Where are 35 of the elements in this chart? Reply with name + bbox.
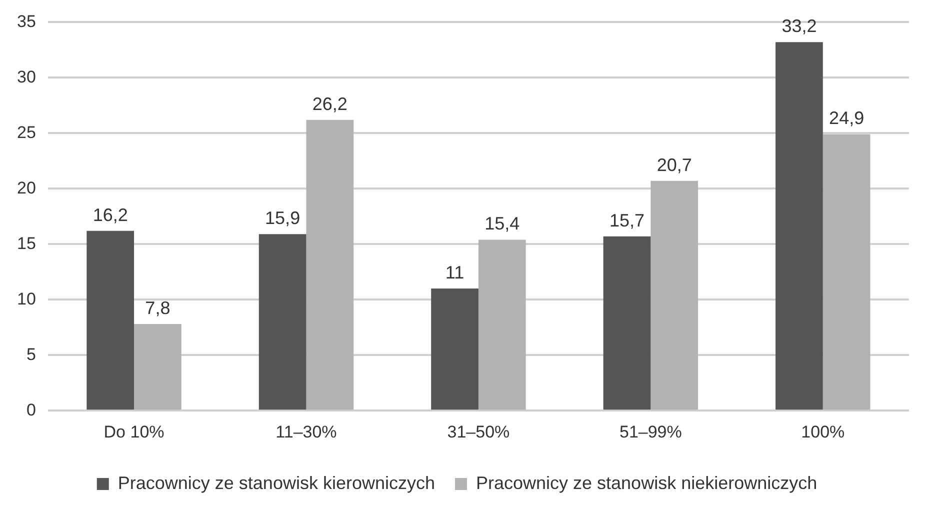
bar <box>822 134 870 410</box>
data-label: 26,2 <box>312 94 348 114</box>
data-label: 20,7 <box>656 154 692 175</box>
y-tick-label: 30 <box>16 67 36 86</box>
x-tick-label: 100% <box>801 422 845 442</box>
y-tick-label: 5 <box>26 344 36 364</box>
y-tick-label: 15 <box>16 234 36 253</box>
legend-label: Pracownicy ze stanowisk kierowniczych <box>118 472 435 493</box>
bar <box>86 230 134 410</box>
x-tick-label: Do 10% <box>104 422 164 442</box>
data-label: 33,2 <box>782 16 817 36</box>
bar <box>258 234 306 410</box>
legend-label: Pracownicy ze stanowisk niekierowniczych <box>476 472 818 493</box>
bar <box>478 240 526 410</box>
y-tick-label: 20 <box>16 178 36 198</box>
data-label: 15,4 <box>484 214 520 234</box>
y-tick-label: 25 <box>16 122 36 142</box>
x-tick-label: 11–30% <box>276 422 337 442</box>
data-label: 15,9 <box>265 208 300 228</box>
x-tick-label: 31–50% <box>447 422 510 442</box>
data-label: 16,2 <box>92 204 128 225</box>
bar <box>603 236 651 410</box>
data-label: 24,9 <box>829 108 864 128</box>
data-label: 11 <box>445 262 464 282</box>
data-label: 15,7 <box>609 210 645 230</box>
bar <box>306 120 354 410</box>
y-tick-label: 10 <box>16 289 36 308</box>
data-label: 7,8 <box>145 298 170 318</box>
x-tick-label: 51–99% <box>619 422 682 442</box>
bar <box>431 288 478 410</box>
bar <box>134 324 182 410</box>
bar <box>650 180 698 410</box>
bar <box>776 42 823 410</box>
y-tick-label: 0 <box>26 400 36 420</box>
y-tick-label: 35 <box>16 12 36 31</box>
